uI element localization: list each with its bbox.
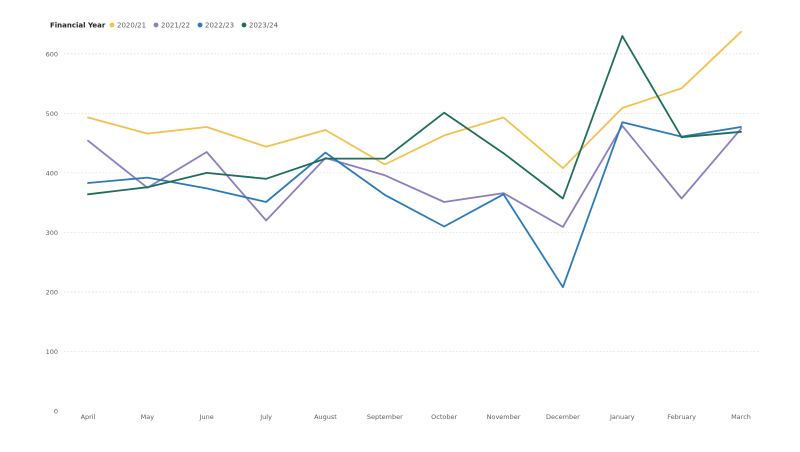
x-tick-label-january: January (609, 413, 635, 421)
series-line-2021-22 (87, 124, 742, 228)
x-tick-label-november: November (487, 413, 521, 421)
x-axis: April May June July August September October No… (81, 413, 751, 421)
y-axis: 0 100 200 300 400 500 600 (46, 50, 58, 415)
x-tick-label-april: April (81, 413, 96, 421)
y-tick-label-0: 0 (54, 408, 58, 416)
y-tick-label-200: 200 (46, 288, 58, 296)
legend-marker-2023-24 (241, 22, 247, 28)
y-tick-label-500: 500 (46, 110, 58, 118)
legend: Financial Year 2020/21 2021/22 2022/23 2023… (50, 22, 279, 30)
x-tick-label-december: December (546, 413, 580, 421)
x-tick-label-june: June (199, 413, 214, 421)
x-tick-label-july: July (259, 413, 272, 421)
y-tick-label-600: 600 (46, 50, 58, 58)
legend-title: Financial Year (50, 22, 106, 30)
series-line-2020-21 (87, 30, 742, 170)
series-group (87, 30, 742, 289)
x-tick-label-september: September (367, 413, 403, 421)
x-tick-label-august: August (314, 413, 337, 421)
legend-marker-2021-22 (153, 22, 159, 28)
gridlines (64, 53, 760, 352)
series-line-2022-23 (87, 121, 742, 289)
legend-label-2021-22: 2021/22 (161, 22, 190, 30)
series-line-2023-24 (87, 35, 742, 200)
y-tick-label-300: 300 (46, 229, 58, 237)
legend-marker-2022-23 (197, 22, 203, 28)
legend-label-2023-24: 2023/24 (249, 22, 279, 30)
legend-marker-2020-21 (109, 22, 115, 28)
x-tick-label-october: October (431, 413, 457, 421)
x-tick-label-may: May (141, 413, 155, 421)
y-tick-label-400: 400 (46, 169, 58, 177)
legend-label-2020-21: 2020/21 (117, 22, 146, 30)
y-tick-label-100: 100 (46, 348, 58, 356)
x-tick-label-february: February (667, 413, 696, 421)
legend-label-2022-23: 2022/23 (205, 22, 234, 30)
x-tick-label-march: March (731, 413, 751, 421)
